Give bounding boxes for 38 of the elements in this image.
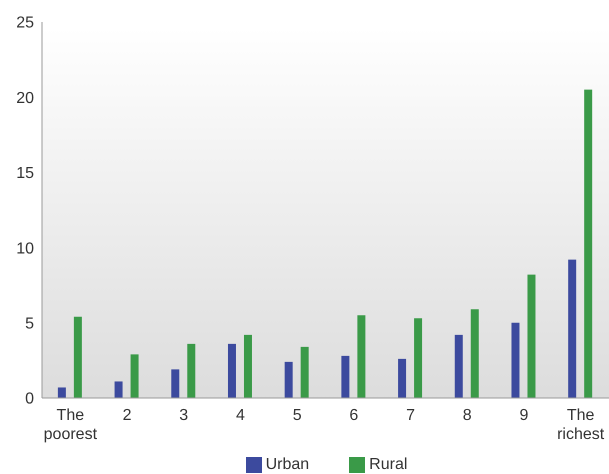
bar xyxy=(341,356,350,398)
x-tick-label: 8 xyxy=(462,407,472,424)
x-tick-label: 7 xyxy=(406,407,416,424)
legend-label: Urban xyxy=(266,456,310,473)
bar xyxy=(527,274,536,398)
bar xyxy=(228,344,236,398)
bar xyxy=(187,344,196,398)
bar xyxy=(244,334,252,398)
legend-label: Rural xyxy=(369,456,408,473)
bar xyxy=(414,318,422,398)
bar xyxy=(454,334,463,398)
x-tick-label: 6 xyxy=(349,407,358,424)
bar xyxy=(357,315,366,398)
y-tick-label: 5 xyxy=(25,315,34,332)
x-tick-label: 5 xyxy=(292,407,302,424)
bar xyxy=(470,309,479,398)
x-tick-label: The poorest xyxy=(44,407,98,443)
bar xyxy=(114,381,123,398)
bar xyxy=(58,387,66,398)
x-tick-label: 2 xyxy=(122,407,132,424)
bar xyxy=(568,260,576,398)
x-tick-label: 9 xyxy=(519,407,528,424)
y-tick-label: 20 xyxy=(16,90,34,107)
bar xyxy=(284,362,293,398)
y-tick-label: 25 xyxy=(16,14,34,32)
y-tick-label: 0 xyxy=(25,390,34,408)
bar xyxy=(74,316,82,398)
x-tick-label: 3 xyxy=(179,407,188,424)
y-tick-label: 10 xyxy=(16,240,34,258)
y-tick-label: 15 xyxy=(16,165,34,182)
bar xyxy=(398,358,406,398)
x-tick-label: The richest xyxy=(557,407,605,443)
bar xyxy=(584,90,592,398)
bar xyxy=(130,354,139,398)
bar xyxy=(300,346,309,398)
bar xyxy=(171,369,180,398)
x-tick-label: 4 xyxy=(236,407,245,424)
bar xyxy=(511,322,520,398)
